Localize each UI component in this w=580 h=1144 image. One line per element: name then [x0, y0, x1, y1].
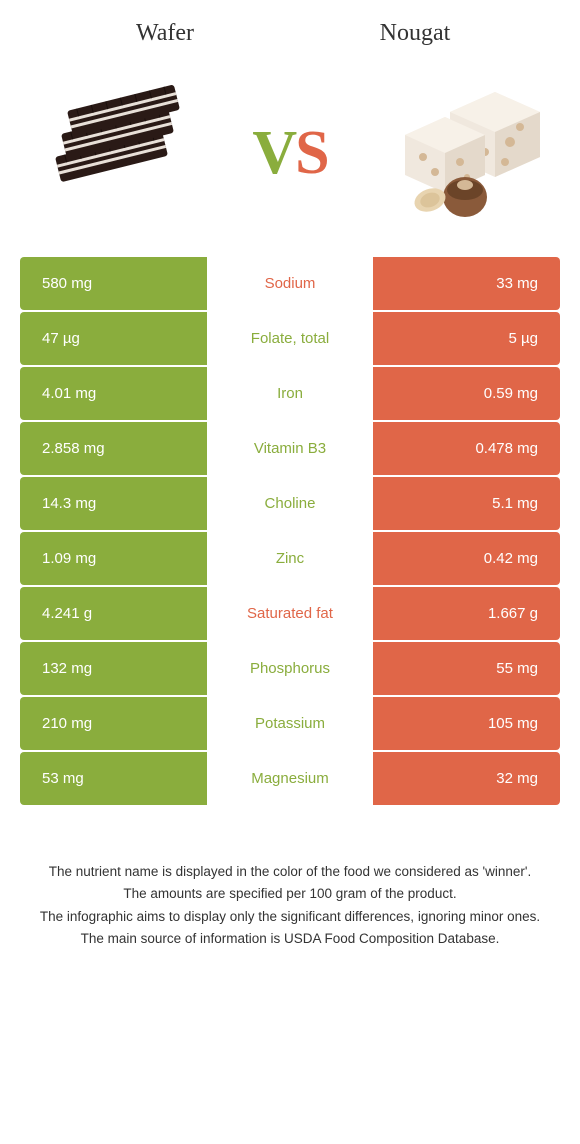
footnote-line: The nutrient name is displayed in the co…: [30, 862, 550, 882]
nutrient-label: Potassium: [207, 697, 372, 750]
footnote-line: The amounts are specified per 100 gram o…: [30, 884, 550, 904]
left-value: 47 µg: [20, 312, 207, 365]
left-value: 14.3 mg: [20, 477, 207, 530]
footnote-line: The main source of information is USDA F…: [30, 929, 550, 949]
vs-label: VS: [252, 118, 327, 189]
right-value: 5.1 mg: [373, 477, 560, 530]
right-value: 5 µg: [373, 312, 560, 365]
table-row: 47 µgFolate, total5 µg: [20, 312, 560, 365]
right-food-title: Nougat: [290, 20, 540, 47]
left-value: 2.858 mg: [20, 422, 207, 475]
left-value: 4.241 g: [20, 587, 207, 640]
footnotes: The nutrient name is displayed in the co…: [0, 807, 580, 981]
table-row: 1.09 mgZinc0.42 mg: [20, 532, 560, 585]
right-value: 105 mg: [373, 697, 560, 750]
right-value: 32 mg: [373, 752, 560, 805]
left-value: 4.01 mg: [20, 367, 207, 420]
footnote-line: The infographic aims to display only the…: [30, 907, 550, 927]
table-row: 580 mgSodium33 mg: [20, 257, 560, 310]
left-value: 53 mg: [20, 752, 207, 805]
table-row: 4.01 mgIron0.59 mg: [20, 367, 560, 420]
left-value: 210 mg: [20, 697, 207, 750]
header: Wafer Nougat: [0, 0, 580, 57]
table-row: 53 mgMagnesium32 mg: [20, 752, 560, 805]
table-row: 14.3 mgCholine5.1 mg: [20, 477, 560, 530]
left-value: 1.09 mg: [20, 532, 207, 585]
vs-v: V: [252, 119, 295, 187]
vs-s: S: [295, 119, 327, 187]
table-row: 210 mgPotassium105 mg: [20, 697, 560, 750]
nutrient-label: Choline: [207, 477, 372, 530]
nutrient-label: Iron: [207, 367, 372, 420]
left-food-title: Wafer: [40, 20, 290, 47]
right-value: 0.42 mg: [373, 532, 560, 585]
nutrient-label: Saturated fat: [207, 587, 372, 640]
nutrient-label: Folate, total: [207, 312, 372, 365]
nougat-image: [380, 72, 550, 222]
infographic: Wafer Nougat: [0, 0, 580, 981]
image-row: VS: [0, 57, 580, 257]
table-row: 4.241 gSaturated fat1.667 g: [20, 587, 560, 640]
nutrient-label: Phosphorus: [207, 642, 372, 695]
table-row: 132 mgPhosphorus55 mg: [20, 642, 560, 695]
right-value: 0.478 mg: [373, 422, 560, 475]
nutrient-label: Sodium: [207, 257, 372, 310]
table-row: 2.858 mgVitamin B30.478 mg: [20, 422, 560, 475]
nutrient-label: Zinc: [207, 532, 372, 585]
nutrition-table: 580 mgSodium33 mg47 µgFolate, total5 µg4…: [20, 257, 560, 805]
right-value: 1.667 g: [373, 587, 560, 640]
right-value: 33 mg: [373, 257, 560, 310]
nutrient-label: Magnesium: [207, 752, 372, 805]
right-value: 0.59 mg: [373, 367, 560, 420]
left-value: 132 mg: [20, 642, 207, 695]
right-value: 55 mg: [373, 642, 560, 695]
nutrient-label: Vitamin B3: [207, 422, 372, 475]
left-value: 580 mg: [20, 257, 207, 310]
wafer-image: [30, 72, 200, 222]
